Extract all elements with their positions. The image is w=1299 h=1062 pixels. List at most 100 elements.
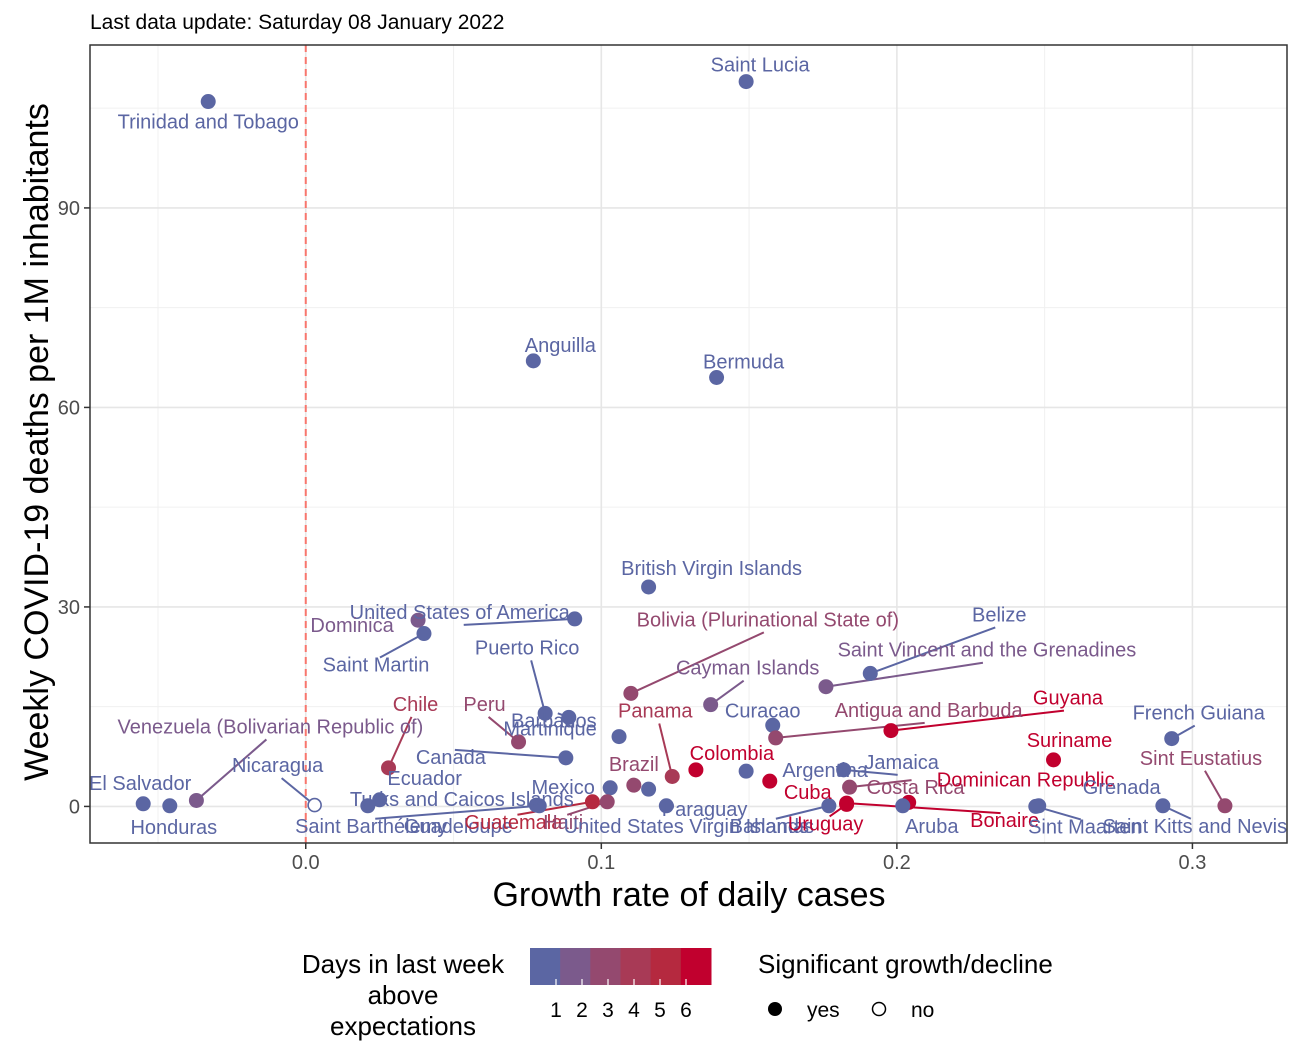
label-venezuela-bolivarian-republic-of: Venezuela (Bolivarian Republic of) [118,716,424,738]
label-panama: Panama [618,701,693,723]
point-sint-maarten [1028,798,1044,814]
color-legend-swatch [560,948,591,985]
y-axis-ticks: 0 30 60 90 [58,198,90,818]
label-trinidad-and-tobago: Trinidad and Tobago [118,112,299,134]
label-anguilla: Anguilla [525,335,597,357]
point-saint-martin [416,626,432,642]
label-dominican-republic: Dominican Republic [937,769,1115,791]
y-tick-label: 0 [69,796,80,818]
point-saint-barthelemy [531,798,547,814]
label-uruguay: Uruguay [788,813,864,835]
plot-border [89,44,1288,844]
label-nicaragua: Nicaragua [232,755,324,777]
plot-frame [89,44,1288,844]
label-french-guiana: French Guiana [1133,703,1266,725]
point-labels: Trinidad and Tobago Saint Lucia Anguilla Be… [89,55,1287,839]
label-cuba: Cuba [784,782,833,804]
x-tick-label: 0.1 [587,852,615,874]
label-brazil: Brazil [609,754,659,776]
label-saint-martin: Saint Martin [323,655,430,677]
label-paraguay: Paraguay [662,799,748,821]
label-colombia: Colombia [690,743,775,765]
label-bolivia-plurinational-state-of: Bolivia (Plurinational State of) [637,609,899,631]
label-grenada: Grenada [1083,777,1162,799]
point-turks-and-caicos-islands [360,798,376,814]
point-guyana [883,723,899,739]
label-saint-vincent-and-the-grenadines: Saint Vincent and the Grenadines [838,640,1137,662]
label-turks-and-caicos-islands: Turks and Caicos Islands [350,789,574,811]
label-bahamas: Bahamas [730,816,815,838]
legend-filled-circle [768,1002,782,1016]
label-el-salvador: El Salvador [89,773,192,795]
point-paraguay [641,781,657,797]
point-venezuela-bolivarian-republic-of [188,792,204,808]
point-bermuda [709,370,725,385]
point-brazil [626,777,642,793]
label-jamaica: Jamaica [864,752,939,774]
label-canada: Canada [416,747,487,769]
point-cuba [762,773,778,789]
point-cayman-islands [703,697,719,713]
y-tick-label: 30 [58,597,80,619]
leader-guyana [890,709,1065,732]
plot-background [90,45,1287,843]
label-argentina: Argentina [782,760,868,782]
label-haiti: Haiti [543,812,583,834]
leader-costa-rica [849,779,912,789]
point-panama [664,769,680,784]
point-saint-vincent-and-the-grenadines [818,679,834,695]
color-legend-label: 2 [576,999,588,1022]
point-bahamas [821,798,837,814]
shape-legend-label: no [911,999,934,1022]
point-costa-rica [842,779,858,795]
x-axis-ticks: 0.0 0.1 0.2 0.3 [292,843,1206,874]
point-mexico [602,780,618,796]
point-saint-kitts-and-nevis [1155,798,1171,814]
label-cayman-islands: Cayman Islands [676,658,819,680]
point-barbados [561,709,577,725]
point-puerto-rico [537,705,553,721]
leader-chile [387,716,413,769]
leader-belize [869,626,996,675]
label-barbados: Barbados [511,710,597,732]
label-leader-lines [195,617,1226,821]
color-legend-swatch [680,948,712,985]
point-chile [381,760,397,776]
label-saint-barthelemy: Saint Barthélemy [295,816,447,838]
point-dominica [410,612,426,628]
x-tick-label: 0.0 [292,852,320,874]
label-antigua-and-barbuda: Antigua and Barbuda [835,700,1024,722]
label-puerto-rico: Puerto Rico [475,637,580,659]
color-legend-title-line: above [368,980,439,1010]
point-ecuador [372,792,388,808]
label-guadeloupe: Guadeloupe [404,816,513,838]
label-aruba: Aruba [905,816,959,838]
y-tick-label: 60 [58,397,80,419]
color-legend-label: 1 [550,999,562,1022]
leader-saint-martin [379,632,425,659]
color-legend-label: 5 [654,999,666,1022]
shape-legend-label: yes [807,999,840,1022]
label-chile: Chile [393,694,439,716]
point-curacao [765,717,781,733]
legend-open-circle [871,1001,887,1017]
point-united-states-virgin-islands [658,798,674,814]
color-legend-swatch [530,948,561,985]
point-aruba [895,798,911,814]
label-guyana: Guyana [1033,688,1104,710]
point-belize [862,665,878,681]
y-tick-label: 90 [58,198,80,220]
point-trinidad-and-tobago [200,94,216,110]
plot-area [90,45,1287,843]
label-united-states-virgin-islands: United States Virgin Islands [564,816,809,838]
label-guatemala: Guatemala [465,812,564,834]
point-honduras [162,798,178,814]
chart-subtitle: Last data update: Saturday 08 January 20… [90,11,504,34]
label-mexico: Mexico [531,777,594,799]
color-legend-swatch [590,948,621,985]
point-martinique [611,729,627,745]
point-haiti [599,794,615,810]
leader-panama [658,723,674,777]
label-honduras: Honduras [130,817,217,839]
